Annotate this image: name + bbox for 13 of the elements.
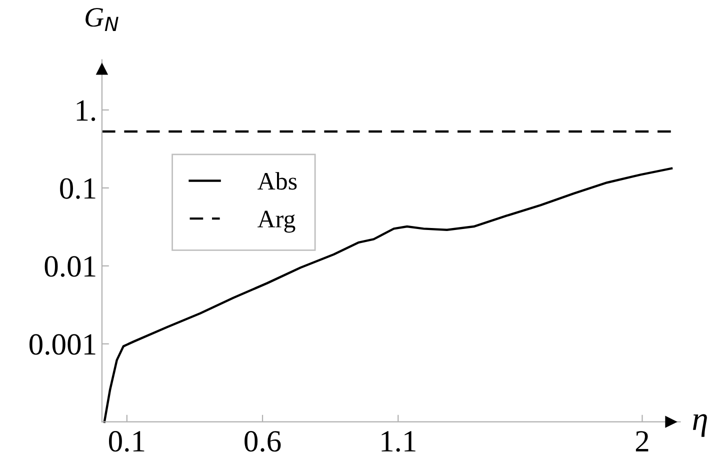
legend-label: Arg [258,210,296,233]
y-tick-label: 0.001 [30,334,96,355]
legend-label: Abs [258,172,297,190]
y-tick-label: 1. [76,100,96,121]
x-tick-label: 2 [636,431,648,452]
y-tick-label: 0.01 [44,256,96,277]
x-tick-label: 0.1 [108,431,144,452]
x-axis-title: η [692,414,707,437]
line-series [103,167,673,423]
y-axis-title: G$_{N}$ [86,8,118,31]
x-tick-label: 0.6 [244,431,281,452]
x-tick-label: 1.1 [382,431,416,452]
y-tick-label: 0.1 [60,178,96,199]
